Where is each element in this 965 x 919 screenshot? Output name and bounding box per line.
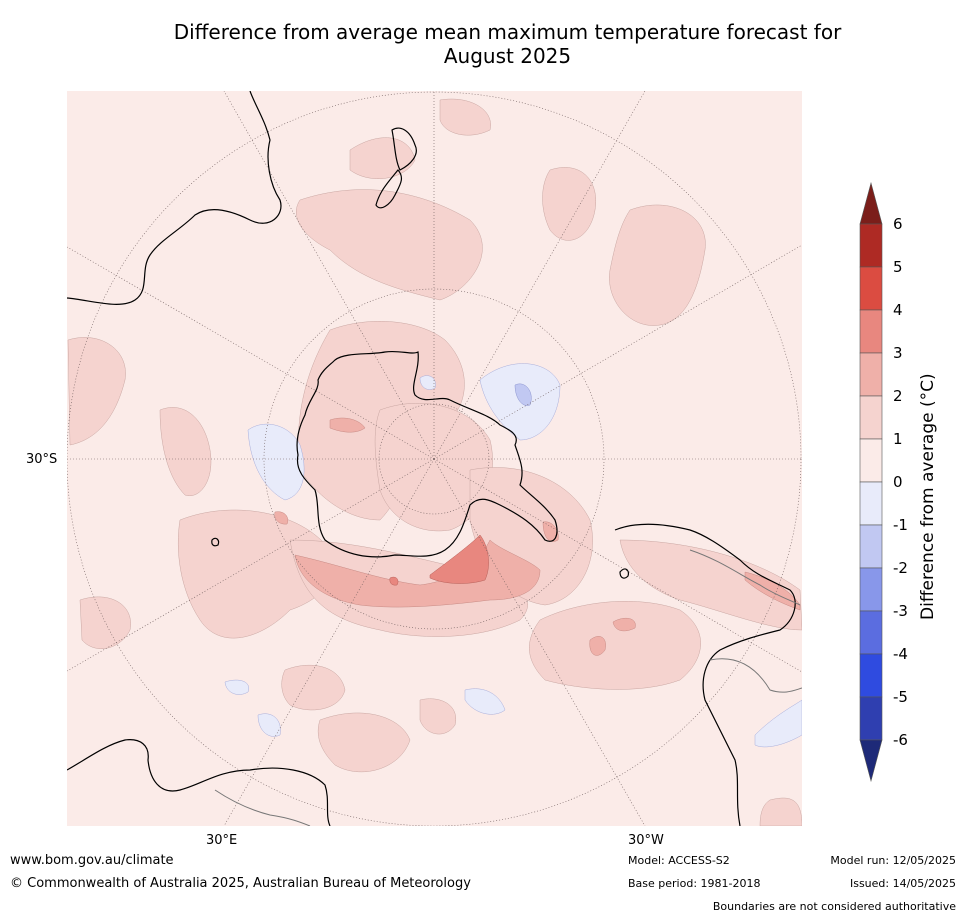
colorbar-bin-minus1-0: [859, 481, 883, 526]
anomaly-minus-1-to-minus-2: [514, 383, 532, 406]
new-zealand-south-island: [375, 169, 403, 209]
colorbar-bin-1-2: [859, 395, 883, 440]
colorbar: [859, 181, 883, 783]
colorbar-tick: 0: [893, 473, 903, 491]
model-run-text: Model run: 12/05/2025: [830, 854, 956, 867]
colorbar-tick: -1: [893, 516, 908, 534]
colorbar-bin-3-4: [859, 309, 883, 354]
colorbar-tick: -2: [893, 559, 908, 577]
title-line-1: Difference from average mean maximum tem…: [173, 20, 842, 44]
map-panel: [67, 91, 802, 826]
anomaly-1-to-2: [67, 98, 802, 826]
longitude-label-30e: 30°E: [206, 833, 238, 848]
colorbar-bin-4-5: [859, 266, 883, 311]
anomaly-2-to-3: [274, 417, 801, 656]
colorbar-bin-minus2-minus1: [859, 524, 883, 569]
issued-text: Issued: 14/05/2025: [849, 877, 956, 890]
africa-coastline: [67, 739, 331, 826]
colorbar-tick: 3: [893, 344, 903, 362]
colorbar-tick: -3: [893, 602, 908, 620]
south-georgia-island: [619, 568, 630, 579]
colorbar-bin-2-3: [859, 352, 883, 397]
colorbar-bin-5-6: [859, 223, 883, 268]
map-title: Difference from average mean maximum tem…: [60, 20, 955, 68]
longitude-label-30w: 30°W: [628, 833, 664, 848]
antarctica-coastline: [296, 350, 558, 558]
anomaly-3-to-4: [389, 534, 489, 586]
colorbar-title: Difference from average (°C): [918, 373, 938, 620]
base-period-text: Base period: 1981-2018: [628, 877, 761, 890]
new-zealand-north-island: [391, 127, 417, 171]
coastlines: [67, 91, 796, 826]
colorbar-bin-minus6-minus5: [859, 696, 883, 741]
colorbar-tick: 2: [893, 387, 903, 405]
graticule: [67, 91, 802, 826]
australia-coastline: [67, 91, 282, 305]
colorbar-bin-minus3-minus2: [859, 567, 883, 612]
colorbar-under-triangle: [859, 739, 883, 783]
country-boundaries: [214, 549, 802, 826]
model-text: Model: ACCESS-S2: [628, 854, 730, 867]
south-america-coastline: [614, 523, 796, 826]
copyright-text: © Commonwealth of Australia 2025, Austra…: [10, 876, 471, 891]
colorbar-tick: 5: [893, 258, 903, 276]
colorbar-tick: 1: [893, 430, 903, 448]
colorbar-tick: -4: [893, 645, 908, 663]
colorbar-bin-minus4-minus3: [859, 610, 883, 655]
colorbar-over-triangle: [859, 181, 883, 225]
title-line-2: August 2025: [443, 44, 572, 68]
anomaly-0-to-minus-1: [224, 363, 802, 748]
colorbar-tick: 4: [893, 301, 903, 319]
kerguelen-island: [211, 537, 220, 547]
disclaimer-text: Boundaries are not considered authoritat…: [712, 900, 956, 913]
colorbar-tick: -6: [893, 731, 908, 749]
colorbar-bin-0-1: [859, 438, 883, 483]
colorbar-tick: 6: [893, 215, 903, 233]
latitude-label-30s: 30°S: [26, 452, 58, 467]
colorbar-bin-minus5-minus4: [859, 653, 883, 698]
bom-website-link[interactable]: www.bom.gov.au/climate: [10, 853, 174, 868]
colorbar-tick: -5: [893, 688, 908, 706]
